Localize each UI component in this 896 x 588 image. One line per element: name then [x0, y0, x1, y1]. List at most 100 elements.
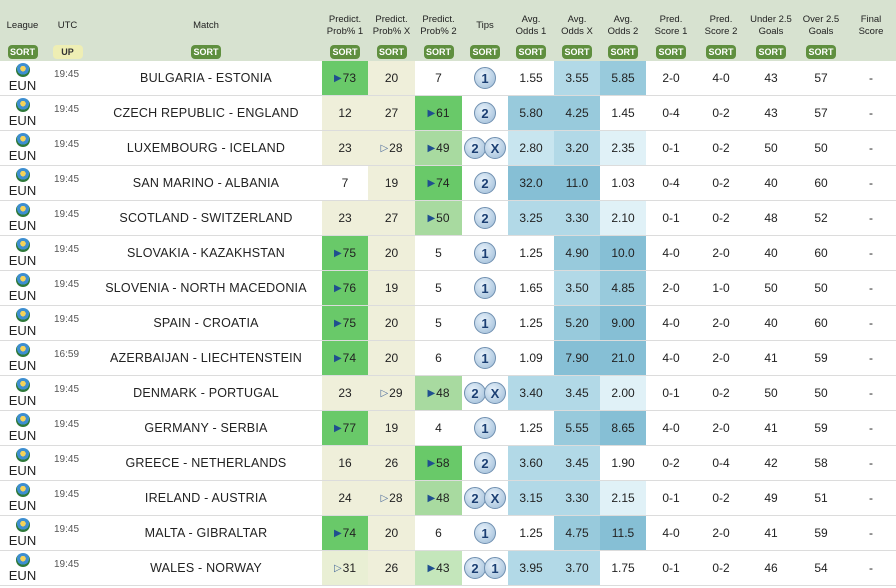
probability-cell: 20 — [368, 306, 415, 341]
sort-button[interactable]: SORT — [376, 45, 407, 59]
predicted-score: 1-0 — [712, 281, 730, 295]
kickoff-time: 19:45 — [54, 419, 80, 430]
odds-value: 3.55 — [565, 71, 589, 85]
sort-button[interactable]: SORT — [423, 45, 454, 59]
predicted-score: 0-2 — [712, 141, 730, 155]
header-line: Odds 2 — [607, 26, 639, 37]
goals-cell: 48 — [746, 201, 796, 236]
probability-cell: 26 — [368, 446, 415, 481]
score-cell: 4-0 — [646, 411, 696, 446]
odds-value: 9.00 — [611, 316, 635, 330]
league-icon — [15, 308, 30, 322]
sort-button[interactable]: SORT — [756, 45, 786, 59]
goals-cell: 50 — [796, 376, 846, 411]
probability-cell: ▶ 49 — [415, 131, 462, 166]
probability-value: 19 — [384, 176, 399, 190]
probability-value: 31 — [342, 561, 357, 575]
probability-cell: 16 — [322, 446, 368, 481]
score-cell: 2-0 — [646, 61, 696, 96]
probability-value: 20 — [384, 351, 399, 365]
time-cell: 19:45 — [45, 131, 90, 166]
sort-button[interactable]: SORT — [608, 45, 638, 59]
goals-cell: 41 — [746, 516, 796, 551]
sort-button[interactable]: SORT — [7, 45, 38, 59]
goals-cell: 46 — [746, 551, 796, 586]
predicted-score: 2-0 — [712, 246, 730, 260]
match-cell: SCOTLAND - SWITZERLAND — [90, 201, 322, 236]
final-cell: - — [846, 411, 896, 446]
probability-value: 75 — [342, 316, 357, 330]
kickoff-time: 19:45 — [54, 559, 80, 570]
sort-button[interactable]: SORT — [330, 45, 360, 59]
probability-arrow: ▶ — [427, 107, 436, 119]
sort-button[interactable]: UP — [52, 45, 83, 59]
odds-value: 1.45 — [611, 106, 635, 120]
sort-button[interactable]: SORT — [191, 45, 221, 59]
odds-value: 1.09 — [519, 351, 543, 365]
header-line: Goals — [808, 26, 834, 37]
probability-value: 16 — [338, 456, 352, 470]
odds-value: 10.0 — [611, 246, 635, 260]
predicted-score: 0-2 — [712, 176, 730, 190]
sort-button[interactable]: SORT — [806, 45, 836, 59]
time-cell: 19:45 — [45, 96, 90, 131]
odds-value: 4.85 — [611, 281, 635, 295]
odds-value: 2.35 — [611, 141, 635, 155]
goals-cell: 60 — [796, 306, 846, 341]
tip-badge: 2 — [474, 172, 496, 194]
predicted-score: 0-2 — [712, 491, 730, 505]
score-cell: 0-1 — [646, 201, 696, 236]
header-line: Over 2.5 — [802, 14, 840, 25]
odds-cell: 3.30 — [554, 201, 600, 236]
probability-cell: 27 — [368, 201, 415, 236]
match-name: LUXEMBOURG - ICELAND — [126, 141, 286, 155]
header-line: Predict. — [375, 14, 408, 25]
column-header: Under 2.5 Goals — [746, 14, 796, 38]
sort-button[interactable]: SORT — [470, 45, 500, 59]
probability-cell: 19 — [368, 271, 415, 306]
probability-cell: ▶ 74 — [322, 341, 368, 376]
goals-cell: 50 — [746, 271, 796, 306]
probability-cell: 5 — [415, 236, 462, 271]
odds-value: 3.40 — [519, 386, 543, 400]
header-line: Final — [860, 14, 882, 25]
goals-value: 41 — [764, 351, 778, 365]
goals-value: 60 — [814, 316, 828, 330]
probability-arrow: ▶ — [333, 282, 342, 294]
tip-badge: X — [484, 137, 506, 159]
final-score: - — [869, 561, 873, 575]
tip-badge: 2 — [464, 137, 486, 159]
goals-value: 60 — [814, 246, 828, 260]
sort-button[interactable]: SORT — [516, 45, 546, 59]
league-icon — [15, 238, 30, 252]
tips-cell: 1 — [462, 411, 508, 446]
kickoff-time: 19:45 — [54, 244, 80, 255]
odds-cell: 10.0 — [600, 236, 646, 271]
sort-button[interactable]: SORT — [706, 45, 736, 59]
odds-cell: 11.5 — [600, 516, 646, 551]
odds-value: 1.25 — [519, 316, 543, 330]
score-cell: 0-2 — [696, 376, 746, 411]
final-score: - — [869, 386, 873, 400]
match-name: SAN MARINO - ALBANIA — [132, 176, 280, 190]
sort-button[interactable]: SORT — [562, 45, 592, 59]
predicted-score: 0-4 — [662, 106, 680, 120]
column-header: Pred. Score 2 — [696, 14, 746, 38]
match-name: SCOTLAND - SWITZERLAND — [119, 211, 293, 225]
league-icon — [15, 518, 30, 532]
time-cell: 19:45 — [45, 516, 90, 551]
time-cell: 19:45 — [45, 236, 90, 271]
kickoff-time: 19:45 — [54, 139, 80, 150]
odds-value: 7.90 — [565, 351, 589, 365]
odds-value: 2.00 — [611, 386, 635, 400]
match-cell: SPAIN - CROATIA — [90, 306, 322, 341]
odds-value: 11.0 — [565, 176, 589, 190]
probability-value: 20 — [384, 526, 399, 540]
odds-cell: 5.80 — [508, 96, 554, 131]
odds-value: 5.80 — [519, 106, 543, 120]
odds-cell: 3.40 — [508, 376, 554, 411]
probability-value: 26 — [384, 561, 399, 575]
probability-cell: ▶ 77 — [322, 411, 368, 446]
goals-cell: 57 — [796, 61, 846, 96]
sort-button[interactable]: SORT — [656, 45, 686, 59]
